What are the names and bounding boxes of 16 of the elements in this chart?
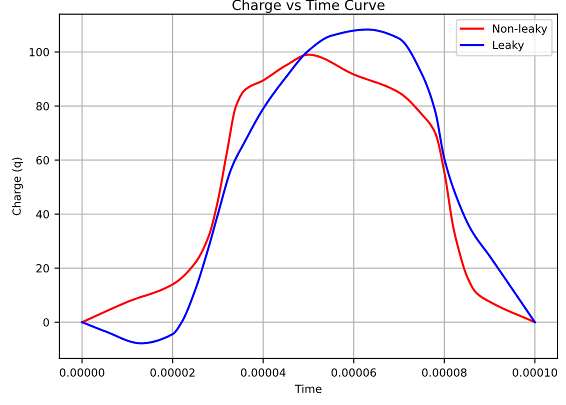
legend-label: Non-leaky	[493, 24, 548, 35]
x-tick-label: 0.00002	[150, 368, 194, 377]
y-tick-label: 80	[36, 102, 49, 110]
y-axis-title: Charge (q)	[12, 158, 23, 216]
y-tick-label: 100	[30, 48, 49, 56]
y-tick-label: 40	[36, 210, 49, 219]
y-tick-label: 60	[36, 156, 49, 164]
x-tick-label: 0.00008	[422, 368, 467, 377]
x-tick-label: 0.00004	[240, 368, 286, 377]
legend-label: Leaky	[493, 40, 524, 52]
x-tick-label: 0.00006	[332, 368, 376, 377]
x-axis-title: Time	[294, 384, 322, 394]
y-tick-label: 0	[43, 318, 49, 327]
x-tick-label: 0.00000	[60, 368, 104, 377]
y-tick-label: 20	[36, 264, 49, 273]
x-tick-label: 0.00010	[512, 368, 558, 377]
